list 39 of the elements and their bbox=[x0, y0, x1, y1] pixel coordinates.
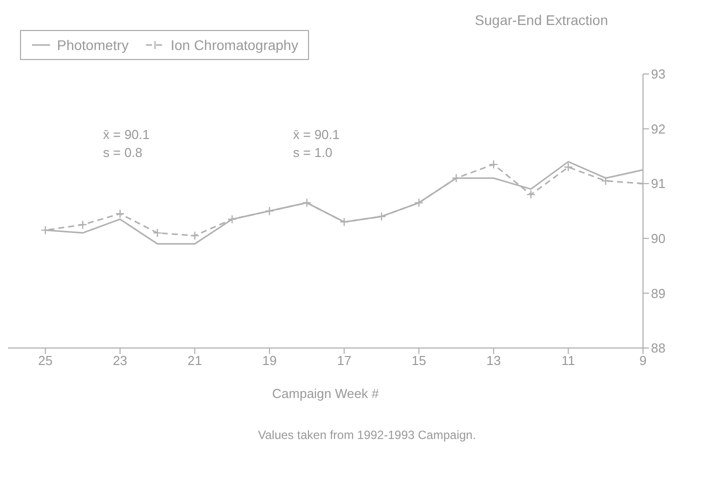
point bbox=[264, 206, 274, 216]
point bbox=[302, 198, 312, 208]
x-tick-label: 19 bbox=[262, 353, 277, 368]
x-tick-label: 9 bbox=[639, 353, 647, 368]
y-tick-label: 90 bbox=[651, 231, 666, 246]
point bbox=[152, 228, 162, 238]
x-tick-label: 23 bbox=[112, 353, 128, 368]
point bbox=[228, 214, 237, 224]
point bbox=[340, 217, 349, 227]
x-tick-label: 21 bbox=[188, 353, 202, 368]
annotation: s = 1.0 bbox=[293, 144, 334, 162]
point bbox=[564, 162, 573, 172]
x-tick-label: 11 bbox=[562, 353, 576, 368]
point bbox=[190, 231, 200, 240]
point bbox=[488, 160, 498, 170]
point bbox=[376, 212, 386, 222]
x-axis-title: Campaign Week # bbox=[272, 386, 380, 401]
point bbox=[601, 176, 610, 186]
chart-title: Sugar-End Extraction bbox=[474, 12, 608, 28]
point bbox=[452, 174, 461, 183]
legend-label: Ion Chromatography bbox=[170, 37, 298, 53]
point bbox=[115, 209, 125, 218]
legend-label: Photometry bbox=[57, 37, 129, 53]
point bbox=[414, 198, 424, 208]
y-tick-label: 91 bbox=[651, 176, 666, 192]
annotation: x̄ = 90.1 bbox=[293, 126, 340, 144]
x-tick-label: 17 bbox=[336, 353, 352, 368]
point bbox=[78, 220, 88, 230]
annotation: x̄ = 90.1 bbox=[103, 126, 150, 144]
y-tick-label: 92 bbox=[651, 121, 666, 136]
y-tick-label: 93 bbox=[651, 66, 666, 82]
x-tick-label: 13 bbox=[486, 353, 501, 368]
annotation: s = 0.8 bbox=[103, 144, 144, 162]
x-tick-label: 25 bbox=[38, 353, 53, 368]
text: Values taken from 1992-1993 Campaign. bbox=[258, 428, 476, 442]
point bbox=[526, 190, 536, 200]
x-tick-label: 15 bbox=[412, 353, 426, 368]
y-tick-label: 89 bbox=[651, 286, 666, 301]
y-tick-label: 88 bbox=[651, 340, 666, 356]
